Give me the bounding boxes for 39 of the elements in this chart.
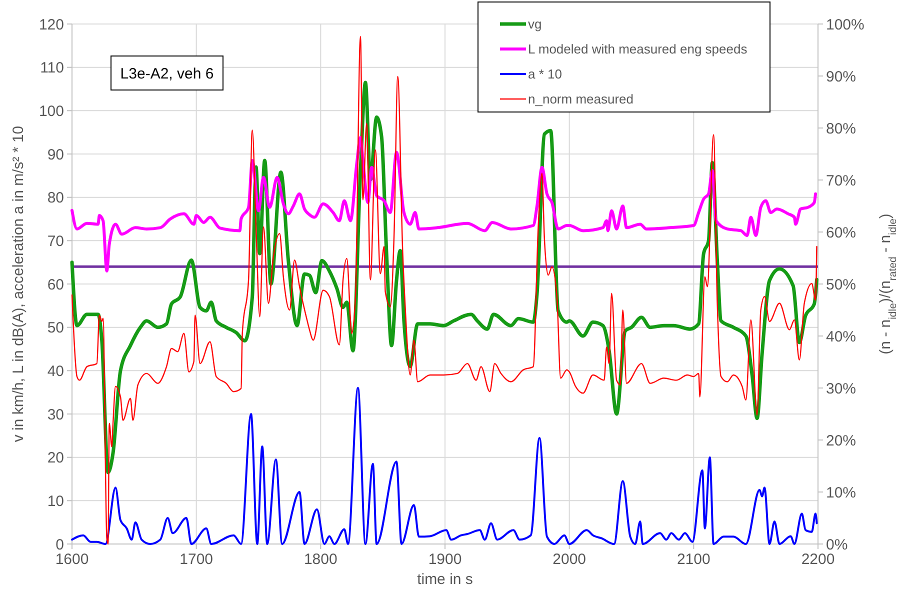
y-axis-title: v in km/h, L in dB(A), acceleration a in m/s² * 10 <box>10 126 27 442</box>
x-tick-label: 2200 <box>801 551 835 568</box>
y-tick-label: 10 <box>47 492 64 510</box>
x-tick-label: 2100 <box>676 551 710 568</box>
y-tick-label: 50 <box>47 320 64 337</box>
y2-tick-label: 20% <box>826 432 856 450</box>
legend-label: n_norm measured <box>528 92 634 107</box>
x-tick-label: 1700 <box>180 551 214 568</box>
y2-tick-label: 70% <box>826 172 856 190</box>
legend-label: L modeled with measured eng speeds <box>528 42 748 57</box>
y-tick-label: 110 <box>40 60 64 77</box>
y-tick-label: 30 <box>47 406 64 424</box>
y2-tick-label: 90% <box>826 68 856 86</box>
y-tick-label: 60 <box>47 276 64 294</box>
y2-tick-label: 40% <box>826 328 856 346</box>
x-tick-label: 2000 <box>552 551 586 568</box>
y-tick-label: 0 <box>56 536 64 554</box>
y2-tick-label: 100% <box>826 16 864 34</box>
legend-label: a * 10 <box>528 66 562 82</box>
x-axis-title: time in s <box>417 571 473 588</box>
x-tick-label: 1900 <box>428 551 462 568</box>
annotation: L3e-A2, veh 6 <box>120 65 214 82</box>
y-tick-label: 70 <box>47 232 64 250</box>
y2-tick-label: 80% <box>826 120 856 138</box>
y-tick-label: 100 <box>38 102 64 120</box>
y2-tick-label: 0% <box>826 536 848 554</box>
y-tick-label: 120 <box>38 16 64 34</box>
x-tick-label: 1800 <box>304 551 338 568</box>
y-tick-label: 90 <box>47 146 64 164</box>
y2-tick-label: 10% <box>826 484 856 502</box>
x-tick-label: 1600 <box>55 551 89 568</box>
y-tick-label: 80 <box>47 190 64 207</box>
y2-tick-label: 30% <box>826 380 856 398</box>
y2-tick-label: 60% <box>826 224 856 242</box>
line-series <box>70 136 818 272</box>
y-tick-label: 40 <box>47 362 64 380</box>
legend-label: vg <box>528 16 542 32</box>
y-tick-label: 20 <box>47 450 64 467</box>
y2-tick-label: 50% <box>826 276 856 294</box>
